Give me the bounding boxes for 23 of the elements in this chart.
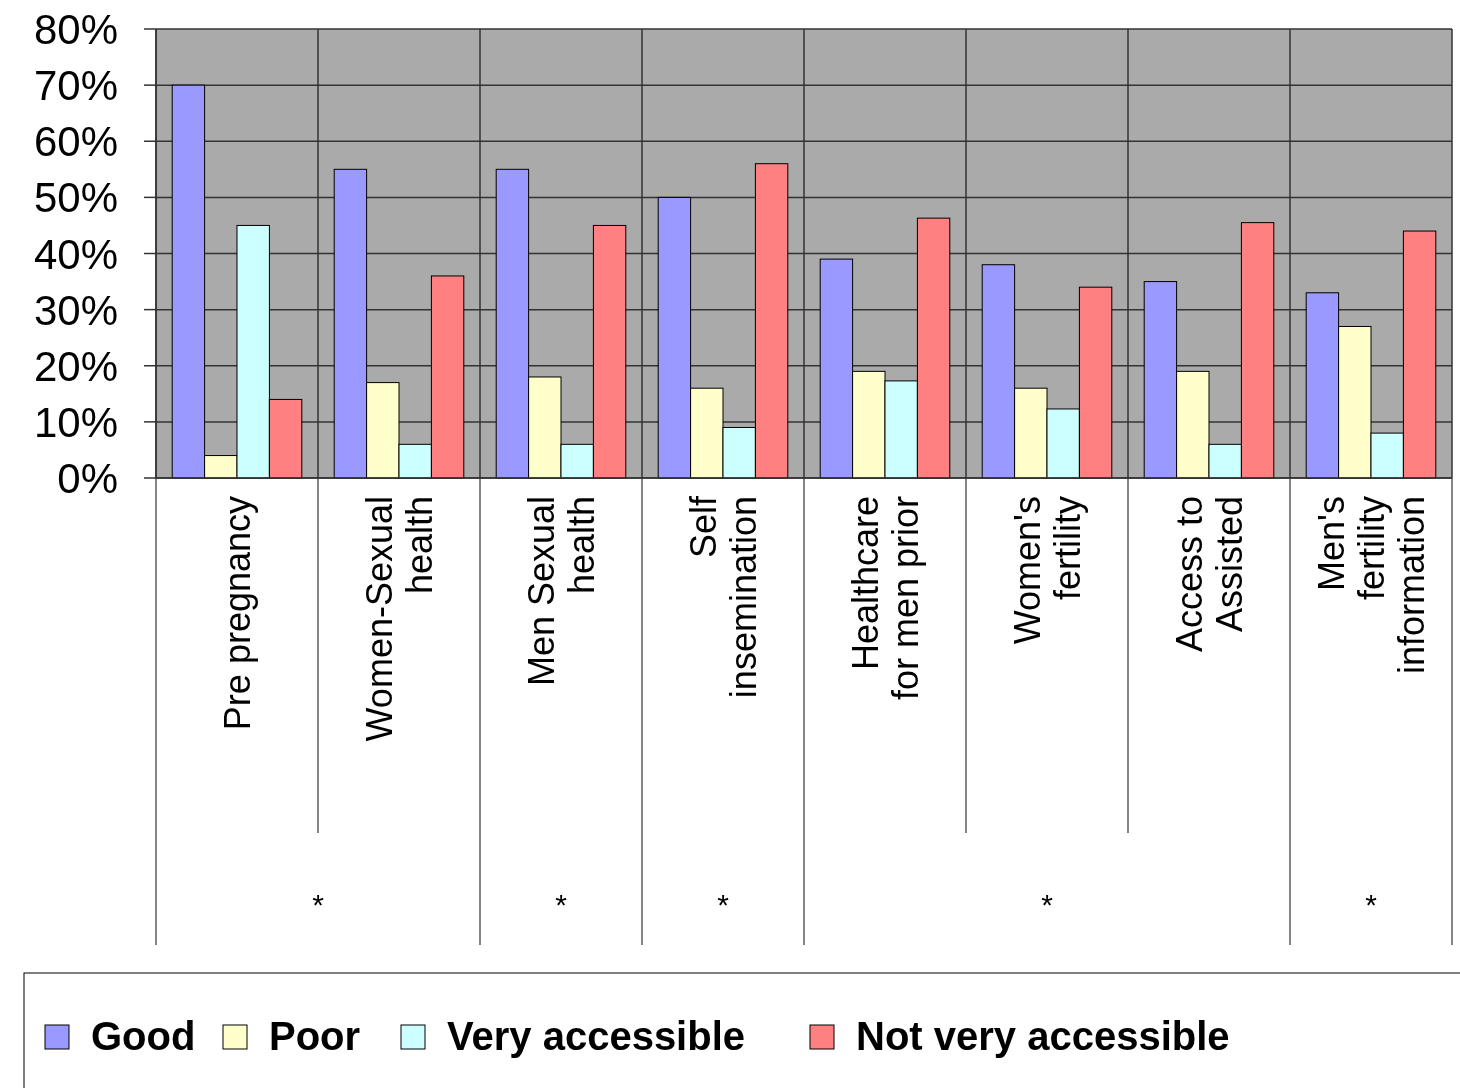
y-tick-label: 20% [33,342,118,390]
legend-label: Very accessible [447,1014,746,1059]
legend-label: Not very accessible [856,1014,1230,1059]
text: * [312,888,325,921]
x-tick-label: Pre pregnancy [216,496,258,731]
y-tick-label: 70% [33,62,118,110]
x-tick-label: Women-Sexual health [358,496,440,742]
y-tick-label: 0% [57,455,118,503]
legend-label: Good [91,1014,196,1059]
legend-label: Poor [269,1014,361,1059]
x-tick-label: Men Sexual health [520,496,602,687]
text: * [1365,888,1378,921]
y-tick-label: 80% [33,6,118,54]
text: * [555,888,568,921]
y-tick-label: 30% [33,286,118,334]
text: * [1041,888,1054,921]
y-tick-label: 10% [33,398,118,446]
x-tick-label: Women's fertility [1006,496,1088,645]
text: * [717,888,730,921]
y-tick-label: 40% [33,230,118,278]
y-tick-label: 50% [33,174,118,222]
y-tick-label: 60% [33,118,118,166]
x-tick-label: Men's fertility information [1310,496,1432,675]
